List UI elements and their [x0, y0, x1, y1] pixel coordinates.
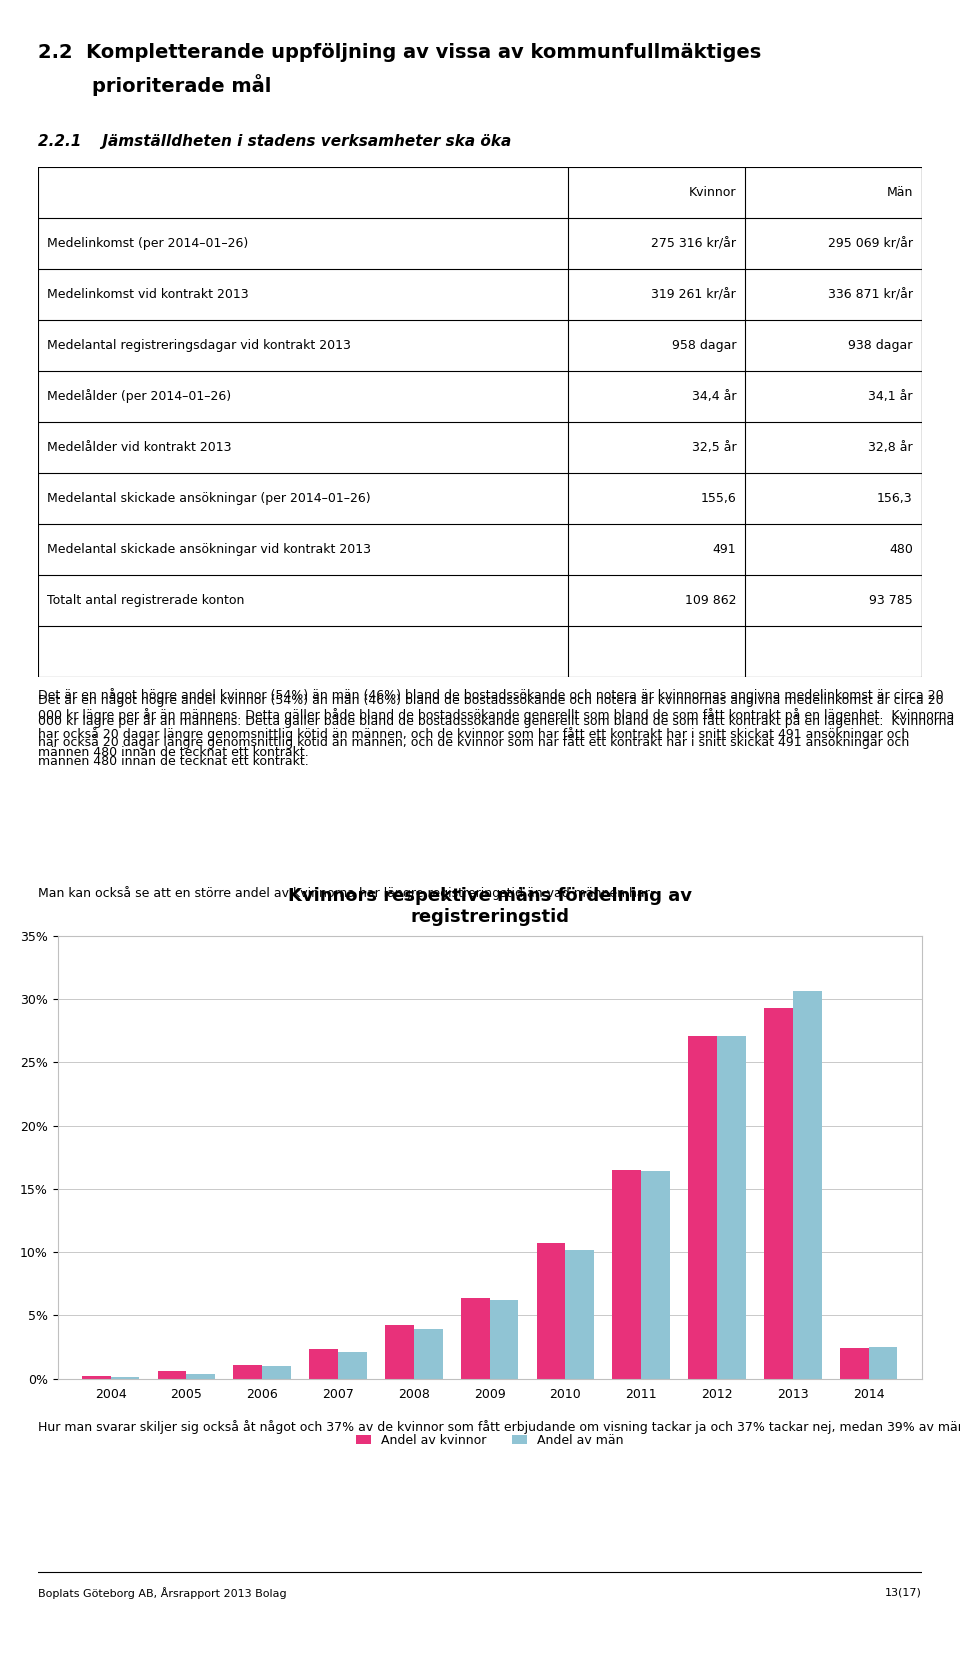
Bar — [461, 1298, 490, 1379]
Text: 13(17): 13(17) — [885, 1587, 922, 1597]
Bar — [385, 1325, 414, 1379]
Title: Kvinnors respektive mäns fördelning av
registreringstid: Kvinnors respektive mäns fördelning av r… — [288, 887, 691, 926]
Text: 336 871 kr/år: 336 871 kr/år — [828, 287, 913, 301]
Text: prioriterade mål: prioriterade mål — [38, 74, 272, 95]
Text: Det är en något högre andel kvinnor (54%) än män (46%) bland de bostadssökande o: Det är en något högre andel kvinnor (54%… — [38, 688, 954, 759]
Text: Det är en något högre andel kvinnor (54%) än män (46%) bland de bostadssökande o: Det är en något högre andel kvinnor (54%… — [38, 693, 954, 767]
Bar — [840, 1348, 869, 1379]
Bar — [869, 1347, 898, 1379]
Bar — [157, 1370, 186, 1379]
Text: Medelantal registreringsdagar vid kontrakt 2013: Medelantal registreringsdagar vid kontra… — [47, 339, 351, 353]
Text: 480: 480 — [889, 543, 913, 556]
Bar — [565, 1250, 594, 1379]
Bar — [186, 1374, 215, 1379]
Text: Medelinkomst (per 2014–01–26): Medelinkomst (per 2014–01–26) — [47, 237, 249, 251]
Bar — [612, 1170, 641, 1379]
Bar — [414, 1328, 443, 1379]
Text: Män: Män — [886, 185, 913, 199]
Text: 938 dagar: 938 dagar — [849, 339, 913, 353]
Text: 319 261 kr/år: 319 261 kr/år — [652, 287, 736, 301]
Text: 109 862: 109 862 — [684, 593, 736, 607]
Text: Boplats Göteborg AB, Årsrapport 2013 Bolag: Boplats Göteborg AB, Årsrapport 2013 Bol… — [38, 1587, 287, 1599]
Text: Medelålder (per 2014–01–26): Medelålder (per 2014–01–26) — [47, 389, 231, 403]
Text: 491: 491 — [712, 543, 736, 556]
Legend: Andel av kvinnor, Andel av män: Andel av kvinnor, Andel av män — [351, 1429, 628, 1452]
Text: 34,4 år: 34,4 år — [691, 389, 736, 403]
Text: 93 785: 93 785 — [869, 593, 913, 607]
Text: Medelantal skickade ansökningar vid kontrakt 2013: Medelantal skickade ansökningar vid kont… — [47, 543, 372, 556]
Text: 295 069 kr/år: 295 069 kr/år — [828, 237, 913, 251]
Text: 2.2  Kompletterande uppföljning av vissa av kommunfullmäktiges: 2.2 Kompletterande uppföljning av vissa … — [38, 43, 761, 62]
Bar — [764, 1008, 793, 1379]
Text: 155,6: 155,6 — [701, 491, 736, 505]
Text: 156,3: 156,3 — [877, 491, 913, 505]
Bar — [537, 1243, 565, 1379]
Text: Hur man svarar skiljer sig också åt något och 37% av de kvinnor som fått erbjuda: Hur man svarar skiljer sig också åt någo… — [38, 1420, 960, 1434]
Bar — [490, 1300, 518, 1379]
Text: Kvinnor: Kvinnor — [688, 185, 736, 199]
Text: 2.2.1    Jämställdheten i stadens verksamheter ska öka: 2.2.1 Jämställdheten i stadens verksamhe… — [38, 134, 512, 149]
Text: Man kan också se att en större andel av kvinnorna har längre registreringstid än: Man kan också se att en större andel av … — [38, 886, 654, 899]
Bar — [641, 1171, 670, 1379]
Text: 34,1 år: 34,1 år — [868, 389, 913, 403]
Text: Totalt antal registrerade konton: Totalt antal registrerade konton — [47, 593, 245, 607]
Bar — [688, 1036, 717, 1379]
Text: Medelålder vid kontrakt 2013: Medelålder vid kontrakt 2013 — [47, 441, 231, 455]
Text: 32,5 år: 32,5 år — [691, 441, 736, 455]
Text: 275 316 kr/år: 275 316 kr/år — [651, 237, 736, 251]
Bar — [717, 1036, 746, 1379]
Text: Medelinkomst vid kontrakt 2013: Medelinkomst vid kontrakt 2013 — [47, 287, 249, 301]
Text: Medelantal skickade ansökningar (per 2014–01–26): Medelantal skickade ansökningar (per 201… — [47, 491, 371, 505]
Bar — [309, 1350, 338, 1379]
Bar — [338, 1352, 367, 1379]
Text: 958 dagar: 958 dagar — [672, 339, 736, 353]
Text: 32,8 år: 32,8 år — [868, 441, 913, 455]
Bar — [793, 991, 822, 1379]
Bar — [233, 1365, 262, 1379]
Bar — [82, 1375, 110, 1379]
Bar — [262, 1365, 291, 1379]
